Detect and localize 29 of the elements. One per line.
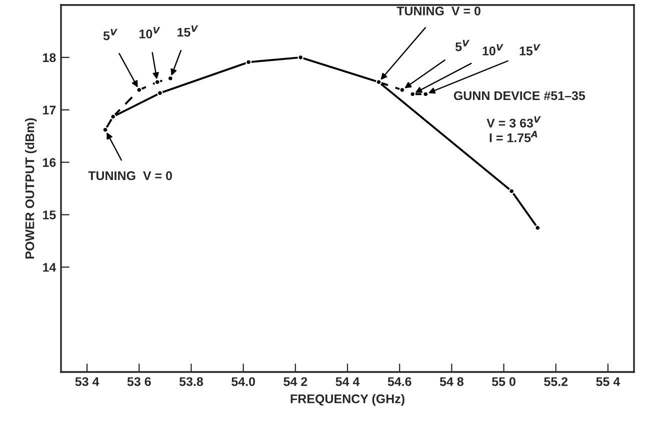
annotation: 15$^{V}$: [178, 25, 198, 37]
x-tick-label: 54 4: [336, 377, 360, 386]
annotation: 5$^{V}$: [455, 40, 470, 52]
annotation: 5$^{V}$: [103, 28, 118, 40]
annotation: 10$^{V}$: [482, 44, 504, 56]
x-tick-label: 53 4: [75, 377, 100, 386]
x-tick-label: 53 6: [127, 377, 151, 386]
y-tick-label: 16: [43, 158, 56, 167]
annotation: TUNING V = 0: [396, 6, 480, 16]
annotation: GUNN DEVICE #51–35: [454, 91, 586, 100]
x-tick-label: 55 0: [492, 377, 516, 386]
y-tick-label: 17: [43, 106, 56, 114]
y-axis-title: POWER OUTPUT (dBm): [25, 118, 37, 258]
y-tick-label: 18: [43, 53, 56, 62]
x-tick-label: 54.0: [232, 377, 255, 386]
x-axis-title: FREQUENCY (GHz): [290, 394, 404, 406]
annotation: I = 1.75$^{A}$: [490, 130, 538, 142]
x-tick-label: 55 4: [596, 377, 620, 386]
annotation: V = 3 63$^{V}$: [486, 116, 541, 128]
x-tick-label: 53.8: [179, 377, 204, 386]
x-tick-label: 54.6: [388, 377, 412, 386]
x-tick-label: 54 8: [440, 377, 464, 386]
x-tick-label: 54 2: [284, 377, 308, 386]
y-tick-label: 15: [43, 210, 56, 220]
y-tick-label: 14: [43, 263, 56, 272]
annotation: TUNING V = 0: [88, 171, 172, 180]
annotation: 15$^{V}$: [520, 44, 540, 56]
x-tick-label: 55.2: [544, 377, 568, 386]
annotation: 10$^{V}$: [140, 27, 160, 38]
